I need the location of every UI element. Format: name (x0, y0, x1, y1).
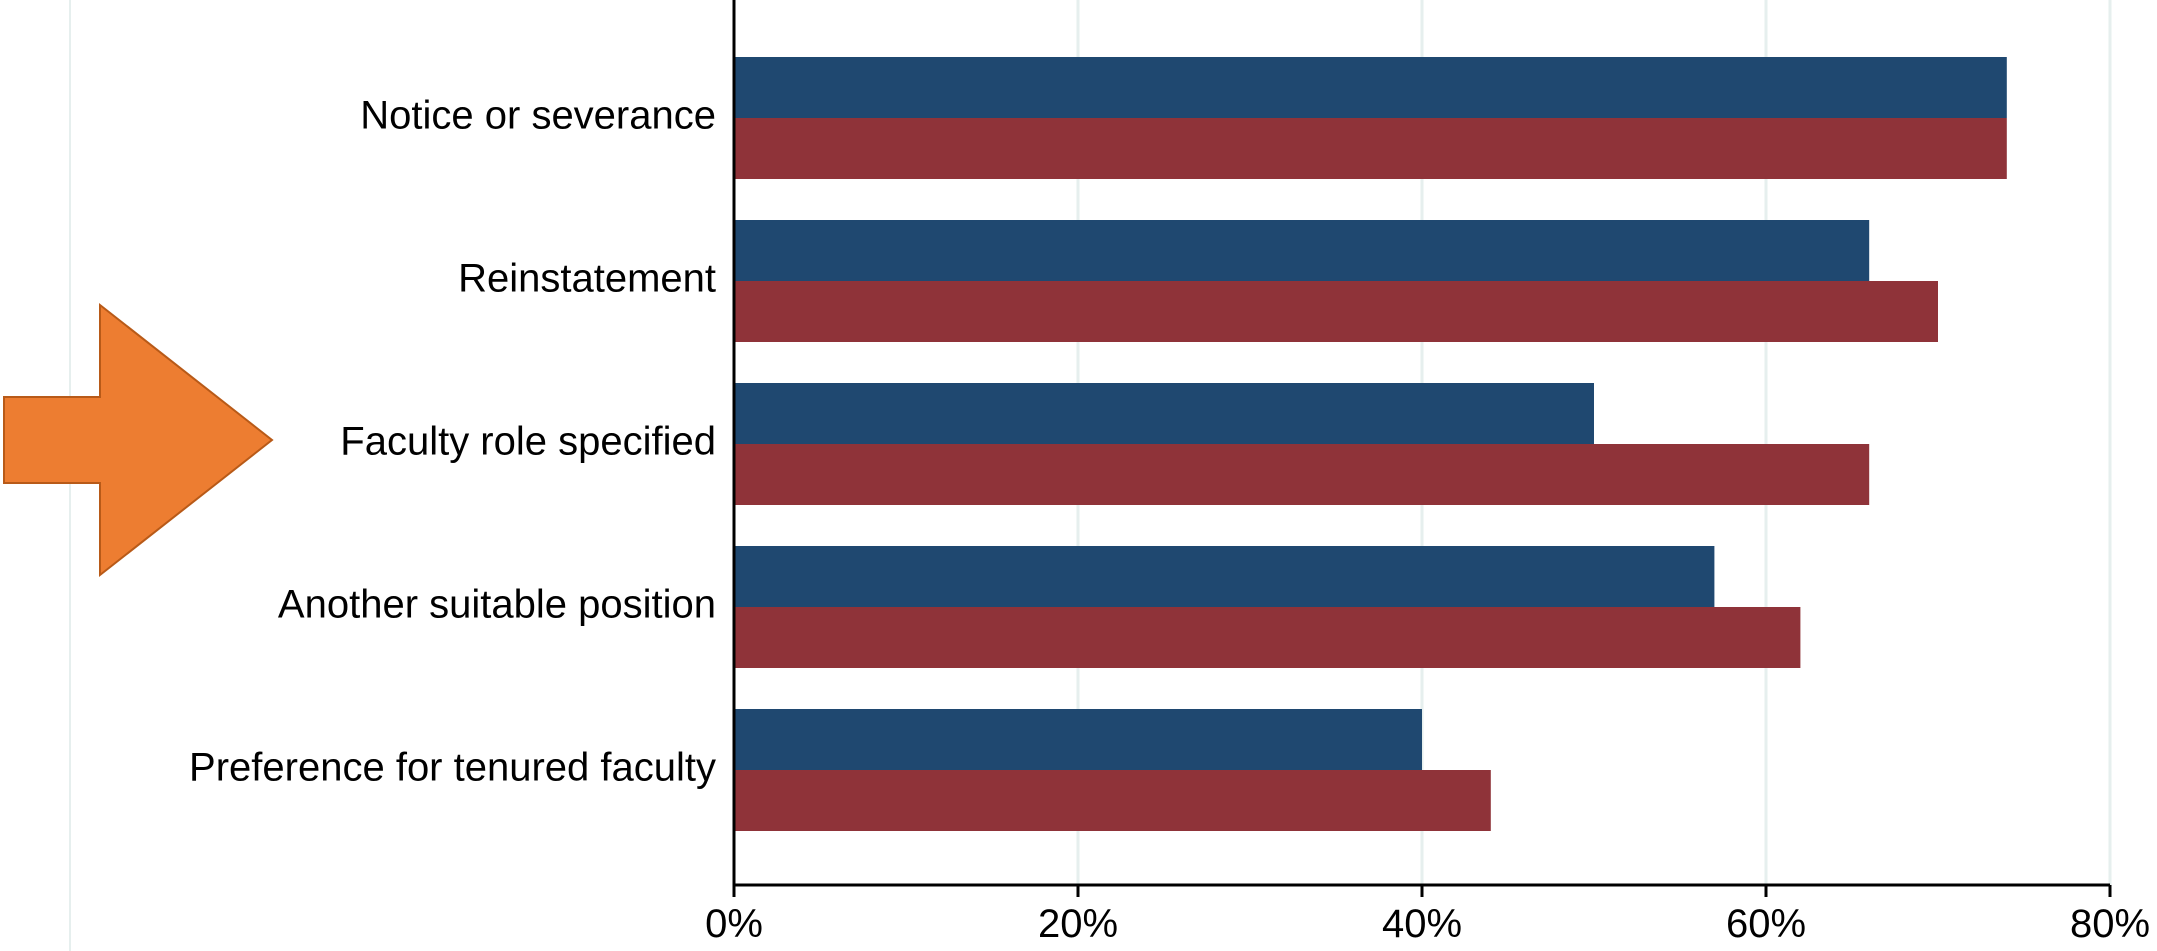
bar-red-3 (734, 607, 1801, 668)
x-tick-labels: 0% 20% 40% 60% 80% (705, 902, 2150, 946)
category-label: Notice or severance (360, 94, 716, 138)
x-tick-label: 20% (1038, 902, 1118, 946)
category-label: Faculty role specified (340, 420, 716, 464)
x-tick-label: 0% (705, 902, 763, 946)
bars (734, 57, 2007, 831)
bar-red-1 (734, 281, 1938, 342)
category-labels: Notice or severance Reinstatement Faculty … (189, 94, 716, 790)
x-tick-label: 40% (1382, 902, 1462, 946)
bar-blue-3 (734, 546, 1715, 607)
bar-red-0 (734, 118, 2007, 179)
bar-red-2 (734, 444, 1870, 505)
annotation-arrow-icon (3, 302, 274, 578)
bar-blue-1 (734, 220, 1870, 281)
x-tick-label: 60% (1726, 902, 1806, 946)
axes (732, 0, 2112, 897)
x-tick-label: 80% (2070, 902, 2150, 946)
bar-blue-0 (734, 57, 2007, 118)
bar-red-4 (734, 770, 1491, 831)
category-label: Another suitable position (278, 583, 716, 627)
category-label: Reinstatement (458, 257, 716, 301)
bar-blue-2 (734, 383, 1594, 444)
bar-blue-4 (734, 709, 1422, 770)
category-label: Preference for tenured faculty (189, 746, 716, 790)
